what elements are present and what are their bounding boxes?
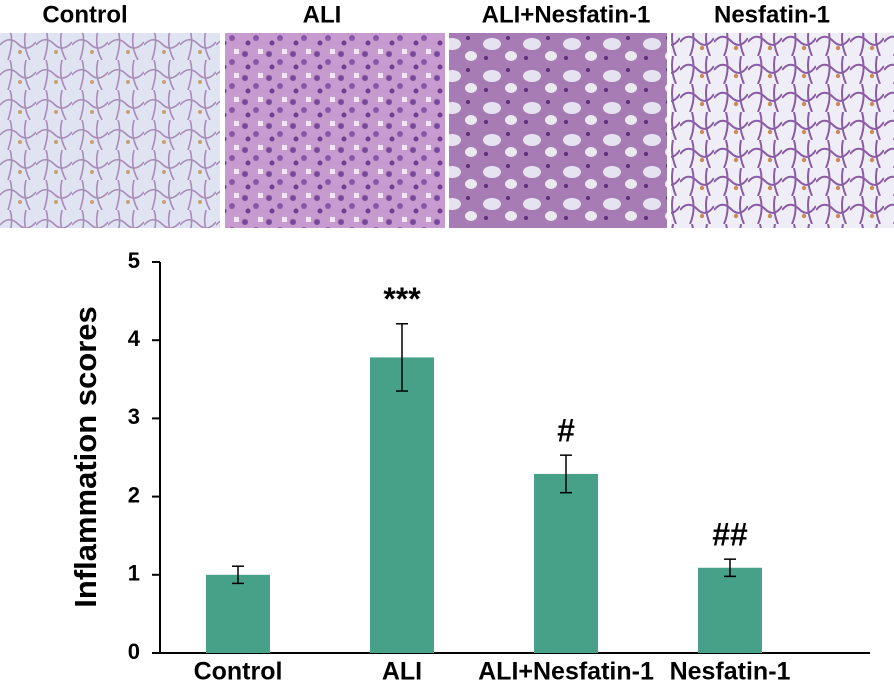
y-tick-label: 2 — [128, 482, 140, 507]
histology-image — [0, 33, 220, 228]
x-tick-label: Nesfatin-1 — [670, 658, 791, 686]
panel-label: ALI — [303, 1, 342, 28]
x-tick-label: ALI — [382, 658, 422, 686]
y-tick-label: 1 — [128, 561, 140, 586]
bar — [698, 567, 762, 653]
bar — [206, 574, 270, 653]
bar — [370, 357, 434, 653]
bar — [534, 473, 598, 653]
significance-label: *** — [383, 281, 421, 317]
panel-label: Control — [42, 1, 127, 28]
y-tick-label: 5 — [128, 248, 140, 273]
histology-image — [225, 33, 445, 228]
significance-label: # — [557, 413, 575, 449]
y-tick-label: 3 — [128, 404, 140, 429]
x-tick-label: Control — [194, 658, 283, 686]
panel-label: ALI+Nesfatin-1 — [482, 1, 651, 28]
histology-image — [449, 33, 667, 228]
x-tick-label: ALI+Nesfatin-1 — [478, 658, 654, 686]
y-tick-label: 4 — [128, 326, 141, 351]
y-axis-label: Inflammation scores — [68, 306, 103, 607]
panel-label: Nesfatin-1 — [714, 1, 830, 28]
y-tick-label: 0 — [128, 639, 140, 664]
histology-image — [671, 33, 894, 228]
significance-label: ## — [712, 517, 748, 553]
